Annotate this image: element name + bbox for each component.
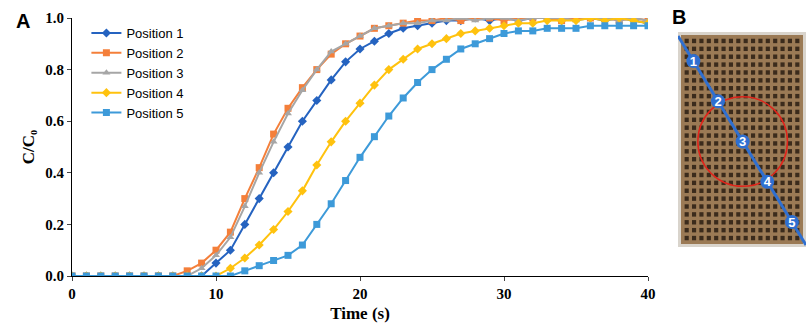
- svg-text:0: 0: [68, 286, 76, 302]
- svg-text:Position 5: Position 5: [126, 106, 183, 121]
- svg-text:4: 4: [764, 174, 772, 189]
- svg-text:0.6: 0.6: [45, 113, 64, 129]
- html-text:B: B: [672, 6, 687, 28]
- svg-text:A: A: [16, 10, 30, 32]
- svg-text:2: 2: [714, 94, 721, 109]
- svg-text:5: 5: [788, 215, 795, 230]
- svg-text:0.0: 0.0: [45, 268, 64, 284]
- svg-text:Position 4: Position 4: [126, 86, 183, 101]
- svg-text:0.8: 0.8: [45, 62, 64, 78]
- svg-text:1.0: 1.0: [45, 10, 64, 26]
- svg-text:C/C₀: C/C₀: [19, 130, 38, 164]
- svg-text:Position 2: Position 2: [126, 46, 183, 61]
- svg-text:0.2: 0.2: [45, 217, 64, 233]
- svg-text:30: 30: [497, 286, 512, 302]
- svg-text:20: 20: [353, 286, 368, 302]
- svg-text:10: 10: [209, 286, 224, 302]
- svg-text:Position 3: Position 3: [126, 66, 183, 81]
- svg-text:Time (s): Time (s): [330, 304, 390, 323]
- svg-text:Position 1: Position 1: [126, 26, 183, 41]
- svg-text:1: 1: [690, 54, 697, 69]
- svg-text:40: 40: [641, 286, 656, 302]
- svg-text:3: 3: [739, 134, 746, 149]
- svg-text:0.4: 0.4: [45, 165, 64, 181]
